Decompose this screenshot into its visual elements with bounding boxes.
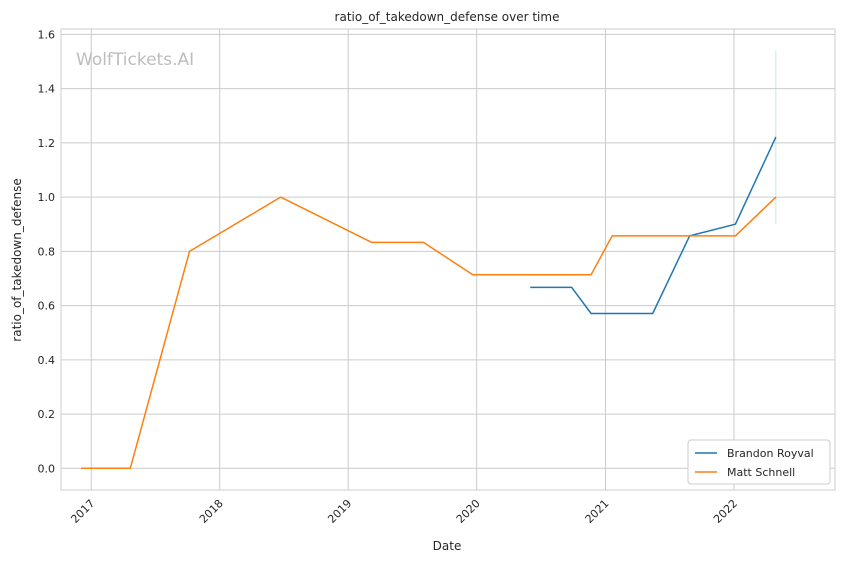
x-axis-label: Date [433,539,462,553]
y-tick-label: 0.8 [38,245,56,258]
x-tick-label: 2019 [325,497,354,526]
watermark: WolfTickets.AI [76,50,194,70]
y-tick-label: 1.0 [38,191,56,204]
y-tick-label: 0.4 [38,354,56,367]
series-layer [81,50,777,470]
x-tick-label: 2022 [711,497,740,526]
chart-title: ratio_of_takedown_defense over time [335,10,560,24]
legend-box [687,439,831,485]
x-tick-label: 2017 [68,497,97,526]
y-tick-label: 0.2 [38,408,56,421]
y-axis-label: ratio_of_takedown_defense [10,178,24,341]
grid [61,29,835,490]
y-tick-label: 1.4 [38,83,56,96]
series-line-1 [81,196,777,470]
x-tick-label: 2020 [454,497,483,526]
x-tick-labels: 2017 2018 2019 2020 2021 2022 [68,497,740,526]
y-tick-label: 0.6 [38,300,56,313]
y-tick-label: 1.2 [38,137,56,150]
y-tick-labels: 0.0 0.2 0.4 0.6 0.8 1.0 1.2 1.4 1.6 [38,28,56,475]
y-tick-label: 1.6 [38,28,56,41]
x-tick-label: 2018 [197,497,226,526]
legend: Brandon Royval Matt Schnell [687,439,831,485]
series-line-0 [530,136,777,315]
y-tick-label: 0.0 [38,462,56,475]
plot-frame [60,28,836,491]
x-tick-label: 2021 [583,497,612,526]
legend-label: Brandon Royval [727,447,814,460]
legend-label: Matt Schnell [727,466,795,479]
